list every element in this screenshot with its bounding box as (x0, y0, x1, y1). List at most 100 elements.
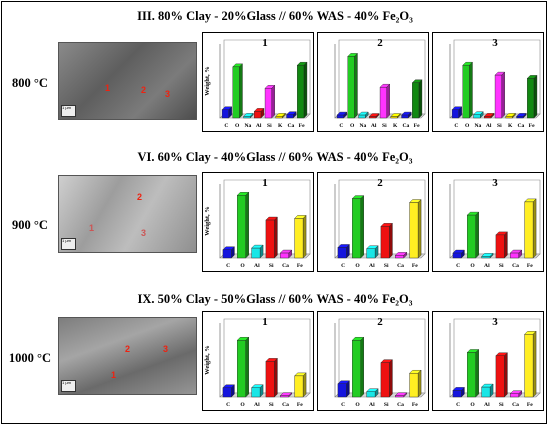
bar-O (347, 52, 358, 119)
sem-point-1: 1 (111, 370, 117, 380)
x-tick-label: C (341, 402, 345, 408)
x-tick-label: Al (369, 402, 375, 408)
x-tick-label: Si (499, 402, 504, 408)
bar-Si (380, 359, 393, 398)
x-tick-label: Si (384, 263, 389, 269)
x-tick-label: O (350, 123, 355, 129)
bar-Ca (509, 390, 523, 398)
sem-point-3: 3 (141, 228, 147, 238)
x-tick-label: O (235, 123, 240, 129)
sem-scale-bar: 1 µm (61, 380, 76, 392)
bar-C (451, 106, 463, 119)
bar-chart-svg: Weight, % 1 C O Al Si Ca Fe (202, 311, 314, 411)
bar-Ca (509, 249, 523, 259)
x-tick-label: O (355, 263, 360, 269)
bar-chart-800-point-3: 3 C O Na Al Si K Ca Fe (432, 32, 544, 132)
bar-K (275, 112, 286, 119)
x-tick-label: Fe (412, 263, 418, 269)
x-tick-label: Si (499, 263, 504, 269)
bar-chart-900-point-1: Weight, % 1 C O Al Si Ca Fe (202, 172, 314, 272)
x-tick-label: K (393, 123, 398, 129)
sem-point-3: 3 (165, 89, 171, 99)
bar-O (232, 63, 243, 119)
x-tick-label: C (226, 402, 230, 408)
bar-Si (264, 84, 276, 119)
bar-Na (358, 111, 369, 119)
bar-Fe (294, 372, 307, 398)
bar-Fe (524, 198, 537, 259)
bar-Na (243, 112, 254, 119)
section-title-vi: VI. 60% Clay - 40%Glass // 60% WAS - 40%… (137, 150, 413, 164)
bar-Si (265, 216, 278, 259)
bar-Fe (411, 79, 423, 119)
bar-O (351, 336, 365, 398)
sem-image-1000: 2 3 1 1 µm (58, 317, 197, 395)
x-tick-label: Si (267, 123, 272, 129)
bar-Fe (409, 199, 422, 259)
bar-Si (380, 222, 393, 259)
x-tick-label: Fe (527, 402, 533, 408)
x-tick-label: C (456, 402, 460, 408)
bar-chart-1000-point-2: 2 C O Al Si Ca Fe (317, 311, 429, 411)
y-axis-label: Weight, % (204, 206, 211, 236)
x-tick-label: O (240, 263, 245, 269)
bar-Fe (296, 61, 308, 119)
x-tick-label: Fe (297, 263, 303, 269)
bar-C (336, 111, 348, 119)
panel-number-label: 2 (377, 177, 383, 189)
bar-chart-svg: Weight, % 1 C O Al Si Ca Fe (202, 172, 314, 272)
bar-O (466, 348, 480, 398)
temperature-label-800: 800 °C (12, 76, 48, 90)
bar-Al (483, 112, 495, 119)
bar-Si (265, 357, 278, 398)
bar-Fe (294, 214, 307, 259)
x-tick-label: Al (254, 402, 260, 408)
sem-image-800: 1 2 3 1 µm (58, 42, 197, 120)
bar-O (466, 211, 480, 259)
bar-chart-1000-point-1: Weight, % 1 C O Al Si Ca Fe (202, 311, 314, 411)
bar-Al (366, 388, 379, 398)
panel-number-label: 1 (262, 37, 268, 49)
sem-point-2: 2 (137, 192, 143, 202)
panel-number-label: 3 (492, 316, 498, 328)
x-tick-label: Al (486, 123, 492, 129)
x-tick-label: Ca (287, 123, 294, 129)
x-tick-label: C (456, 263, 460, 269)
bar-Al (481, 383, 494, 398)
x-tick-label: K (278, 123, 283, 129)
x-tick-label: Si (497, 123, 502, 129)
bar-chart-800-point-2: 2 C O Na Al Si K Ca Fe (317, 32, 429, 132)
bar-chart-svg: 2 C O Al Si Ca Fe (317, 172, 429, 272)
x-tick-label: C (226, 263, 230, 269)
x-tick-label: K (508, 123, 513, 129)
x-tick-label: Ca (402, 123, 409, 129)
bar-Ca (516, 112, 527, 119)
x-tick-label: Si (269, 263, 274, 269)
bar-chart-svg: 3 C O Al Si Ca Fe (432, 172, 544, 272)
bar-chart-svg: 2 C O Al Si Ca Fe (317, 311, 429, 411)
bar-O (462, 61, 473, 119)
panel-number-label: 1 (262, 177, 268, 189)
bar-Fe (526, 74, 538, 119)
x-tick-label: Fe (299, 123, 305, 129)
x-tick-label: Ca (517, 123, 524, 129)
panel-number-label: 2 (377, 316, 383, 328)
bar-Si (379, 83, 391, 119)
bar-Al (251, 244, 264, 259)
x-tick-label: Al (256, 123, 262, 129)
x-tick-label: C (341, 263, 345, 269)
sem-point-3: 3 (163, 344, 169, 354)
x-tick-label: Fe (527, 263, 533, 269)
x-tick-label: Fe (297, 402, 303, 408)
bar-C (222, 384, 235, 398)
section-title-ix: IX. 50% Clay - 50%Glass // 60% WAS - 40%… (137, 292, 413, 306)
bar-chart-svg: Weight, % 1 C O Na Al Si K Ca Fe (202, 32, 314, 132)
x-tick-label: Na (244, 123, 251, 129)
bar-Al (253, 107, 265, 119)
bar-Al (368, 113, 380, 119)
bar-chart-svg: 3 C O Na Al Si K Ca Fe (432, 32, 544, 132)
x-tick-label: Ca (282, 263, 289, 269)
bar-Si (495, 231, 508, 259)
bar-C (337, 380, 350, 398)
